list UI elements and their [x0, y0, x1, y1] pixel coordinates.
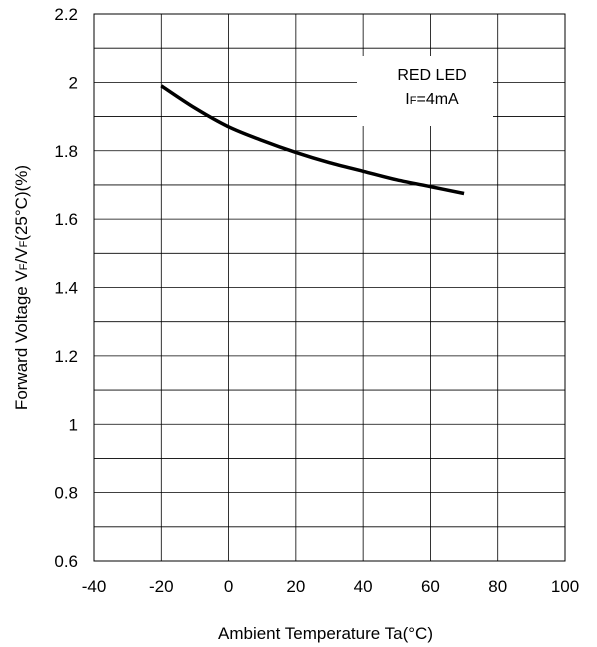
annotation-line2: IF=4mA	[405, 91, 459, 108]
plot-frame	[93, 13, 566, 562]
y-tick-label: 1.2	[54, 347, 78, 366]
y-tick-label: 0.6	[54, 552, 78, 571]
annotation-background	[357, 56, 493, 126]
series-line	[160, 84, 465, 196]
annotation-current-value: =4mA	[416, 91, 459, 108]
x-tick-label: 40	[354, 577, 373, 596]
x-tick-label: 0	[224, 577, 233, 596]
y-tick-label: 1.8	[54, 142, 78, 161]
y-axis-title-subscript: F	[18, 240, 30, 247]
y-tick-label: 1.6	[54, 210, 78, 229]
x-tick-labels: -40 -20 0 20 40 60 80 100	[82, 577, 579, 596]
annotation-current-symbol: I	[405, 91, 409, 108]
y-axis-title-part: Forward Voltage V	[12, 270, 31, 411]
legend-annotation: RED LED IF=4mA	[357, 56, 493, 126]
series-layer	[160, 84, 465, 196]
x-tick-label: 80	[488, 577, 507, 596]
y-tick-label: 1	[69, 415, 78, 434]
y-tick-labels: 0.6 0.8 1 1.2 1.4 1.6 1.8 2 2.2	[54, 5, 78, 571]
y-tick-label: 1.4	[54, 279, 78, 298]
x-tick-label: 60	[421, 577, 440, 596]
annotation-current-subscript: F	[410, 95, 417, 107]
x-tick-label: -40	[82, 577, 107, 596]
y-axis-title-part: /V	[12, 247, 31, 264]
annotation-line1: RED LED	[397, 67, 466, 84]
x-axis-title: Ambient Temperature Ta(°C)	[218, 624, 433, 643]
y-axis-title-part: (25°C)(%)	[12, 165, 31, 241]
x-tick-label: -20	[149, 577, 174, 596]
y-tick-label: 2	[69, 73, 78, 92]
grid	[94, 14, 565, 561]
y-tick-label: 2.2	[54, 5, 78, 24]
y-axis-title: Forward Voltage VF/VF(25°C)(%)	[12, 165, 31, 410]
y-axis-title-subscript: F	[18, 263, 30, 270]
x-tick-label: 20	[286, 577, 305, 596]
y-tick-label: 0.8	[54, 484, 78, 503]
x-tick-label: 100	[551, 577, 579, 596]
